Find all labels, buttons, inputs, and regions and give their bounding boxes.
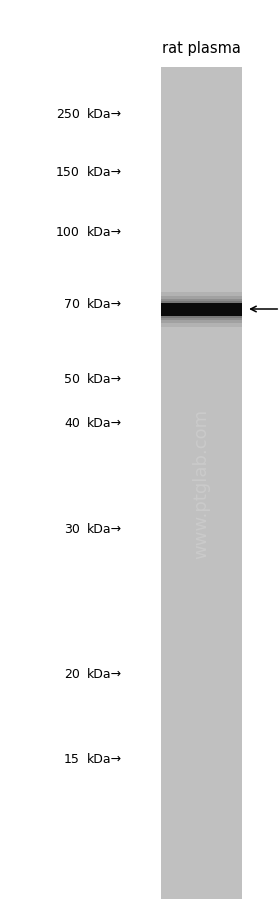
Text: kDa→: kDa→	[87, 417, 122, 430]
Text: 15: 15	[64, 752, 80, 766]
Text: 50: 50	[64, 373, 80, 386]
Bar	[161, 299, 242, 320]
Text: kDa→: kDa→	[87, 373, 122, 386]
Bar	[161, 301, 242, 318]
Text: 30: 30	[64, 523, 80, 536]
Text: kDa→: kDa→	[87, 752, 122, 766]
Text: kDa→: kDa→	[87, 299, 122, 311]
Bar	[161, 296, 242, 323]
Text: kDa→: kDa→	[87, 226, 122, 239]
Text: 40: 40	[64, 417, 80, 430]
Text: 70: 70	[64, 299, 80, 311]
Text: kDa→: kDa→	[87, 667, 122, 681]
Bar	[161, 292, 242, 327]
Text: kDa→: kDa→	[87, 165, 122, 179]
Text: rat plasma: rat plasma	[162, 41, 241, 56]
Bar	[161, 303, 242, 316]
Text: kDa→: kDa→	[87, 108, 122, 122]
Text: kDa→: kDa→	[87, 523, 122, 536]
Text: 20: 20	[64, 667, 80, 681]
Text: 100: 100	[56, 226, 80, 239]
Text: 150: 150	[56, 165, 80, 179]
Text: 250: 250	[56, 108, 80, 122]
Bar	[161, 68, 242, 899]
Text: www.ptglab.com: www.ptglab.com	[193, 409, 211, 558]
